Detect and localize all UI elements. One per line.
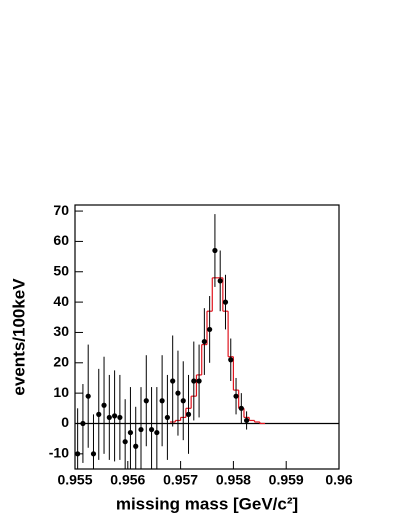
data-point [217,278,223,284]
data-point [85,393,91,399]
data-point [80,420,86,427]
data-point [106,414,112,421]
data-point [133,443,139,449]
data-point [101,402,107,408]
data-point [196,378,202,384]
data-point [148,426,155,433]
data-point [112,413,118,419]
x-tick-label: 0.959 [269,472,304,488]
y-tick-label: 20 [53,353,69,369]
y-tick-label: 70 [53,202,69,218]
y-tick-label: 60 [53,232,69,248]
x-tick-label: 0.955 [57,472,92,488]
x-tick-label: 0.96 [325,472,352,488]
data-point [138,426,144,433]
data-point [233,393,239,399]
data-point [185,411,192,417]
data-point [117,414,123,421]
data-point [90,451,97,457]
data-point [159,398,165,404]
data-point [238,405,244,411]
data-point [207,326,213,333]
data-point [212,247,218,254]
plot-frame [74,204,340,470]
data-point [222,299,229,305]
data-point [127,429,134,436]
y-tick-label: -10 [49,445,69,461]
y-tick-label: 0 [61,414,69,430]
data-point [164,414,170,421]
y-tick-label: 30 [53,323,69,339]
x-tick-label: 0.957 [163,472,198,488]
data-point [191,378,197,384]
data-point [175,390,181,396]
data-point [180,398,186,404]
data-point [228,357,234,363]
data-point [122,439,128,445]
x-axis-label: missing mass [GeV/c²] [116,494,298,513]
data-point [96,411,102,417]
data-point [201,338,207,345]
y-tick-label: 40 [53,293,69,309]
data-point [244,417,250,424]
data-point [170,378,176,384]
y-tick-label: 50 [53,262,69,278]
x-tick-label: 0.956 [110,472,145,488]
x-tick-label: 0.958 [216,472,251,488]
y-axis-label: events/100keV [9,278,28,396]
data-point [143,398,149,404]
y-tick-label: 10 [53,384,69,400]
data-point [154,429,160,436]
data-point [75,451,81,457]
